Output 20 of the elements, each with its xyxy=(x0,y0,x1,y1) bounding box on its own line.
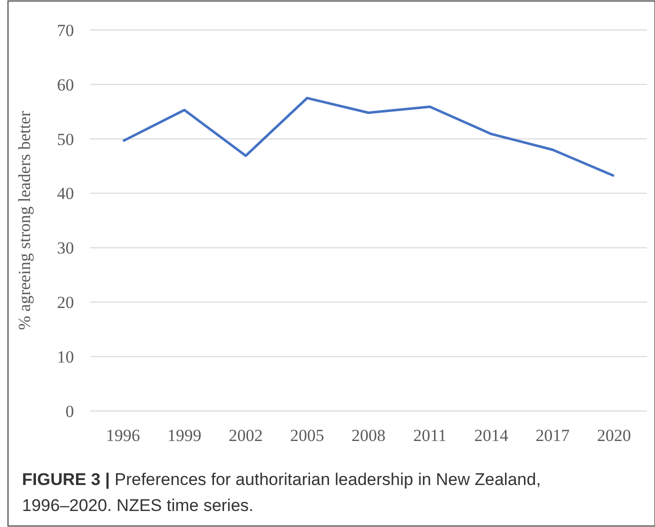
x-tick-label: 2005 xyxy=(290,426,324,445)
y-tick-label: 50 xyxy=(57,130,74,149)
x-tick-label: 2011 xyxy=(413,426,447,445)
y-tick-label: 10 xyxy=(57,348,74,367)
y-axis-title: % agreeing strong leaders better xyxy=(15,110,34,330)
y-tick-label: 0 xyxy=(66,402,74,421)
caption: FIGURE 3 | Preferences for authoritarian leadership in New Zealand, 1996–2020. NZES time series. xyxy=(22,470,541,515)
x-tick-label: 2014 xyxy=(474,426,509,445)
x-tick-label: 2020 xyxy=(597,426,631,445)
line-series xyxy=(122,96,616,178)
y-tick-label: 70 xyxy=(57,20,74,40)
y-tick-label: 20 xyxy=(57,293,74,312)
y-tick-label: 40 xyxy=(57,184,74,204)
x-tick-label: 2008 xyxy=(352,426,386,445)
x-tick-label: 2002 xyxy=(228,426,263,445)
x-tick-label: 1999 xyxy=(167,426,202,445)
y-tick-label: 30 xyxy=(57,238,74,258)
x-tick-label: 2017 xyxy=(536,426,570,445)
y-tick-label: 60 xyxy=(57,75,74,94)
x-tick-label: 1996 xyxy=(106,426,140,445)
